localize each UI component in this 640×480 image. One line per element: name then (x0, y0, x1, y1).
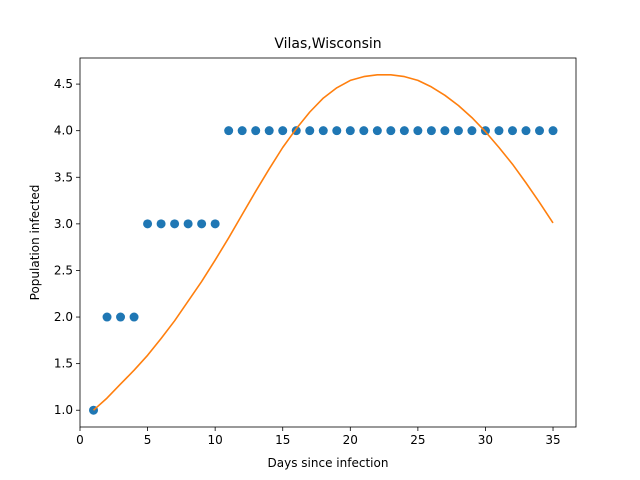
y-tick-label: 2.0 (54, 310, 73, 324)
scatter-point (237, 126, 247, 136)
axes-frame (79, 57, 577, 428)
x-tick-label: 20 (343, 433, 358, 447)
y-tick-label: 4.0 (54, 124, 73, 138)
scatter-point (170, 219, 180, 229)
scatter-point (183, 219, 193, 229)
scatter-point (467, 126, 477, 136)
scatter-point (224, 126, 234, 136)
scatter-point (197, 219, 207, 229)
x-tick-label: 25 (410, 433, 425, 447)
scatter-point (251, 126, 261, 136)
scatter-point (548, 126, 558, 136)
fit-curve-line (92, 74, 554, 411)
x-axis-ticks: 0 5 10 15 20 25 30 35 (76, 427, 561, 447)
x-tick-label: 35 (545, 433, 560, 447)
x-tick-label: 10 (208, 433, 223, 447)
scatter-point (413, 126, 423, 136)
scatter-point (102, 312, 112, 322)
scatter-point (494, 126, 504, 136)
y-tick-label: 3.5 (54, 170, 73, 184)
scatter-point (305, 126, 315, 136)
y-tick-label: 2.5 (54, 263, 73, 277)
scatter-point (345, 126, 355, 136)
scatter-point (453, 126, 463, 136)
x-tick-label: 15 (275, 433, 290, 447)
scatter-point (143, 219, 153, 229)
x-tick-label: 30 (478, 433, 493, 447)
scatter-point (386, 126, 396, 136)
scatter-point (359, 126, 369, 136)
scatter-point (372, 126, 382, 136)
scatter-point (156, 219, 166, 229)
y-tick-label: 3.0 (54, 217, 73, 231)
scatter-point (318, 126, 328, 136)
scatter-point (399, 126, 409, 136)
x-tick-label: 5 (144, 433, 152, 447)
scatter-point (210, 219, 220, 229)
scatter-point (264, 126, 274, 136)
y-tick-label: 4.5 (54, 77, 73, 91)
x-axis-label: Days since infection (268, 456, 389, 470)
x-tick-label: 0 (76, 433, 84, 447)
scatter-point (521, 126, 531, 136)
y-axis-label: Population infected (28, 185, 42, 301)
chart-title: Vilas,Wisconsin (274, 36, 381, 52)
data-series (89, 74, 558, 415)
scatter-point (116, 312, 126, 322)
scatter-point (129, 312, 139, 322)
scatter-point (507, 126, 517, 136)
scatter-point (535, 126, 545, 136)
scatter-point (440, 126, 450, 136)
y-tick-label: 1.0 (54, 403, 73, 417)
scatter-point (278, 126, 288, 136)
scatter-point (332, 126, 342, 136)
scatter-point (426, 126, 436, 136)
y-axis-ticks: 1.0 1.5 2.0 2.5 3.0 3.5 4.0 4.5 (54, 77, 80, 417)
y-tick-label: 1.5 (54, 357, 73, 371)
